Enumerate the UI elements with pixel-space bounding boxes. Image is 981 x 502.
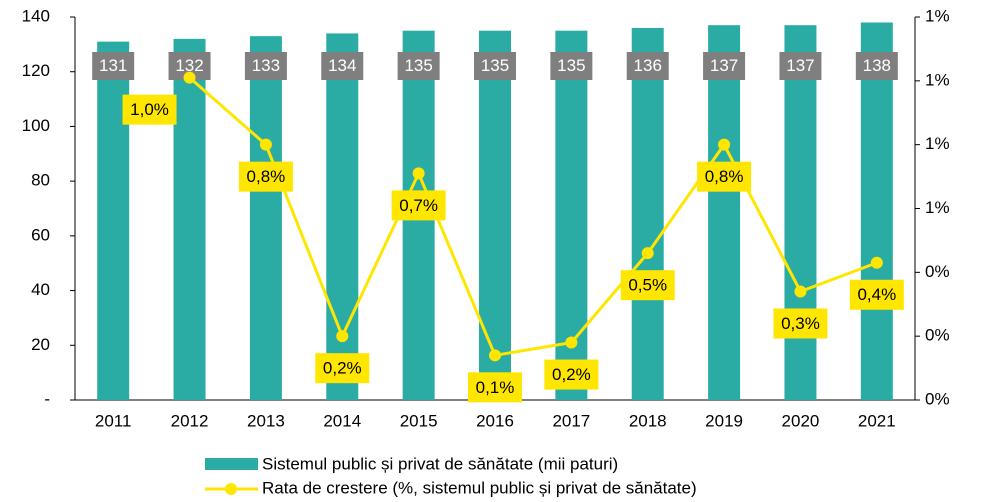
x-tick-label: 2019: [705, 411, 743, 430]
line-label-box: [391, 190, 446, 221]
bar-label: 138: [863, 56, 891, 75]
x-tick-label: 2015: [400, 411, 438, 430]
y-tick-label: 140: [22, 6, 50, 25]
bar-label: 135: [404, 56, 432, 75]
bar-label: 132: [175, 56, 203, 75]
legend-label: Rata de crestere (%, sistemul public și …: [262, 478, 697, 497]
x-tick-label: 2012: [171, 411, 209, 430]
line-point: [336, 330, 349, 343]
y-tick-label: 40: [31, 280, 50, 299]
bar-label: 137: [710, 56, 738, 75]
line-label: 0,5%: [628, 276, 667, 295]
line-point: [870, 256, 883, 269]
bar-label-box: [550, 52, 593, 80]
y2-tick-label: 0%: [925, 326, 950, 345]
line-label: 0,8%: [705, 167, 744, 186]
line-label: 1,0%: [130, 100, 169, 119]
legend-swatch: [205, 458, 258, 470]
bar-label-box: [626, 52, 669, 80]
y-tick-label: 20: [31, 335, 50, 354]
x-tick-label: 2013: [247, 411, 285, 430]
line-label: 0,8%: [247, 167, 286, 186]
bar-label: 131: [99, 56, 127, 75]
line-label: 0,2%: [323, 359, 362, 378]
x-tick-label: 2020: [782, 411, 820, 430]
bar: [479, 30, 511, 401]
bar-label: 135: [557, 56, 585, 75]
bar-label-box: [321, 52, 364, 80]
line-label: 0,2%: [552, 365, 591, 384]
y2-tick-label: 0%: [925, 262, 950, 281]
bar-label-box: [397, 52, 440, 80]
line-label-box: [468, 372, 522, 403]
line-label-box: [122, 94, 177, 125]
x-tick-label: 2021: [858, 411, 896, 430]
x-tick-label: 2014: [323, 411, 361, 430]
bar: [708, 25, 741, 400]
bar-label-box: [779, 52, 822, 80]
bar-label: 136: [634, 56, 662, 75]
bar-label-box: [474, 52, 516, 80]
bar-label-box: [92, 52, 135, 80]
y-tick-label: 100: [22, 116, 50, 135]
line-point: [641, 247, 654, 260]
y2-tick-label: 1%: [925, 198, 950, 217]
bar-label: 134: [328, 56, 356, 75]
y-tick-label: 120: [22, 61, 50, 80]
line-point: [412, 167, 425, 180]
bar-label-box: [855, 52, 898, 80]
line-point: [183, 71, 196, 84]
x-tick-label: 2011: [95, 411, 132, 430]
line-label-box: [697, 161, 752, 192]
y-tick-label: -: [44, 389, 50, 408]
y2-tick-label: 1%: [925, 6, 950, 25]
legend-label: Sistemul public și privat de sănătate (m…: [262, 454, 618, 473]
x-tick-label: 2018: [629, 411, 667, 430]
line-point: [489, 349, 501, 362]
bar-label-box: [703, 52, 746, 80]
line-label-box: [773, 308, 828, 339]
line-label-box: [238, 161, 293, 192]
line-label-box: [544, 359, 599, 390]
line-label-box: [315, 353, 370, 384]
x-tick-label: 2016: [476, 411, 514, 430]
line-label-box: [849, 279, 904, 310]
x-tick-label: 2017: [552, 411, 590, 430]
line-label: 0,4%: [857, 285, 896, 304]
line-label: 0,1%: [476, 378, 515, 397]
line-label: 0,3%: [781, 314, 820, 333]
bar: [784, 25, 817, 400]
bar-label: 137: [786, 56, 814, 75]
bar: [860, 22, 893, 400]
line-point: [565, 336, 578, 349]
line: [188, 76, 878, 357]
bar: [249, 36, 282, 401]
line-label-box: [620, 270, 675, 301]
bar-label-box: [244, 52, 287, 80]
bar-label: 135: [481, 56, 509, 75]
line-point: [718, 138, 731, 151]
bar: [631, 27, 664, 400]
line-label: 0,7%: [399, 196, 438, 215]
y-tick-label: 80: [31, 171, 50, 190]
bar: [173, 38, 206, 401]
line-point: [259, 138, 272, 151]
legend-marker: [225, 483, 237, 495]
line-point: [794, 285, 807, 298]
bar-label: 133: [252, 56, 280, 75]
y2-tick-label: 0%: [925, 389, 950, 408]
bar: [326, 33, 359, 401]
y2-tick-label: 1%: [925, 70, 950, 89]
y2-tick-label: 1%: [925, 134, 950, 153]
y-tick-label: 60: [31, 225, 50, 244]
